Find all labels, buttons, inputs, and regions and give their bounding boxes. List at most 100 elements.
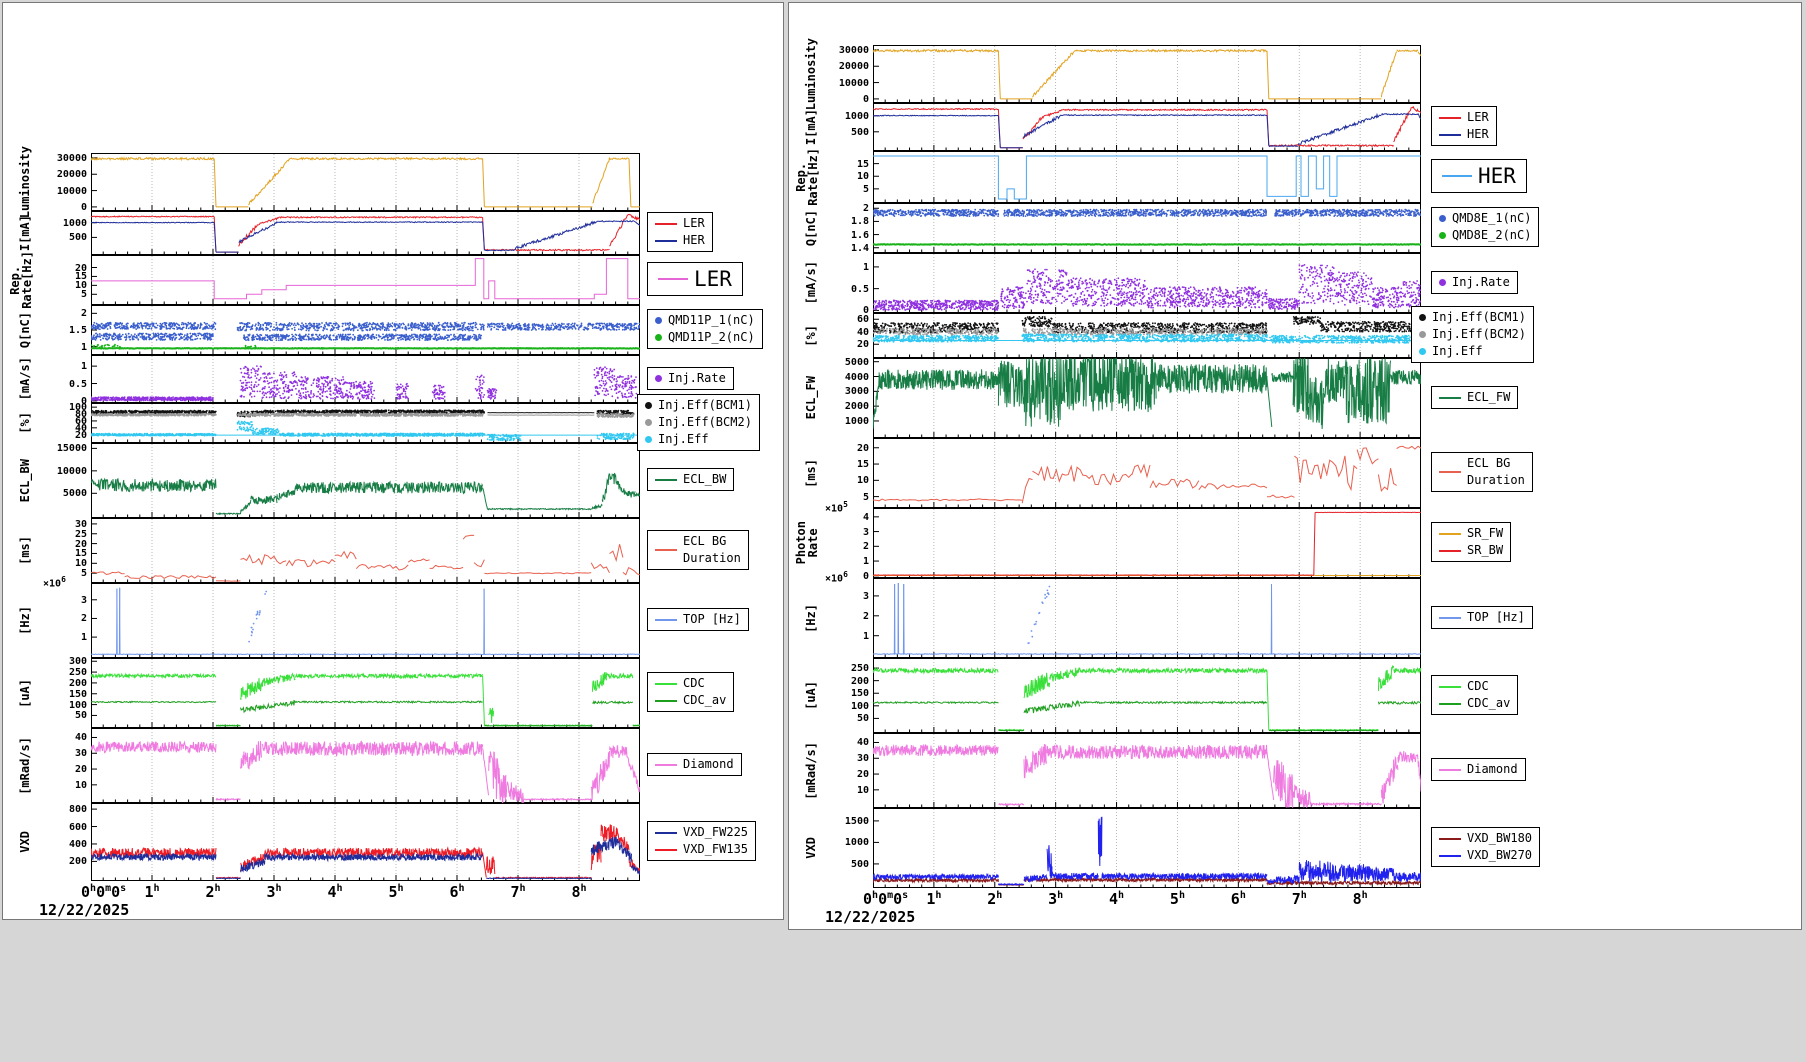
panel-date: 12/22/2025	[825, 908, 915, 926]
series-ECLBGDuration	[1378, 468, 1396, 491]
line-marker-cdc	[1439, 703, 1461, 705]
plot-frame	[874, 509, 1421, 578]
series-HER	[484, 250, 515, 251]
series-CDC	[592, 672, 606, 692]
axis-title-injeff: [%]	[805, 313, 817, 358]
legend-entry: CDC_av	[1439, 695, 1510, 712]
subplot-diamond: [mRad/s] 40 30 20 10	[789, 733, 1801, 808]
legend-entry: CDC	[1439, 678, 1510, 695]
legend-entry: Inj.Eff(BCM2)	[645, 414, 752, 431]
axis-title-eclbw: ECL_BW	[19, 443, 31, 518]
legend-reprate: HER	[1431, 159, 1527, 193]
series-Diamond	[91, 742, 216, 753]
x-origin-label: 0h0m0s	[863, 890, 908, 908]
ytick-label: 1.8	[821, 216, 869, 227]
series-ECL_FW	[1267, 379, 1272, 427]
ytick-label: 500	[821, 859, 869, 870]
legend-label: Inj.Eff	[658, 431, 709, 448]
axis-title-text: [%]	[19, 412, 31, 434]
dot-marker-charge	[1439, 232, 1446, 239]
series-CDC	[91, 674, 216, 677]
legend-label: LER	[1467, 109, 1489, 126]
line-marker-eclbg	[1439, 471, 1461, 473]
ytick-label: 50	[821, 713, 869, 724]
legend-entry: CDC_av	[655, 692, 726, 709]
x-hour-label: 4h	[327, 883, 342, 901]
ytick-label: 3000	[821, 386, 869, 397]
legend-label: Diamond	[1467, 761, 1518, 778]
axis-title-reprate: Rep. Rate[Hz]	[795, 151, 819, 203]
legend-eclbg: ECL BG Duration	[647, 530, 749, 570]
series-LER	[91, 216, 214, 217]
series-CDC	[1024, 673, 1050, 698]
dot-marker-injrate	[1439, 279, 1446, 286]
legend-entry: VXD_FW225	[655, 824, 748, 841]
axis-title-text: Luminosity	[19, 146, 31, 218]
ytick-label: 40	[821, 327, 869, 338]
x-hour-label: 8h	[571, 883, 586, 901]
legend-entry: Inj.Eff(BCM2)	[1419, 326, 1526, 343]
legend-entry: CDC	[655, 675, 726, 692]
plot-eclbg	[873, 438, 1421, 508]
legend-charge: QMD8E_1(nC) QMD8E_2(nC)	[1431, 207, 1539, 247]
series-Luminosity	[483, 159, 485, 207]
legend-label: LER	[683, 215, 705, 232]
legend-cdc: CDC CDC_av	[1431, 675, 1518, 715]
legend-entry: QMD8E_1(nC)	[1439, 210, 1531, 227]
series-CDC_av	[1269, 730, 1379, 731]
ytick-label: 2000	[821, 401, 869, 412]
series-ECL_BW	[635, 494, 640, 496]
axis-title-text: [mRad/s]	[805, 742, 817, 800]
ytick-label: 50	[39, 710, 87, 721]
series-EffBCM1	[873, 316, 1418, 334]
series-ECLBGDuration	[463, 535, 474, 539]
series-ECLBGDuration	[1267, 495, 1294, 498]
plot-frame	[92, 154, 640, 211]
ytick-label: 1.6	[821, 230, 869, 241]
line-marker-current	[1439, 134, 1461, 136]
series-VXD_BW270	[1394, 872, 1421, 881]
series-ECLBGDuration	[1083, 474, 1132, 485]
series-ECL_FW	[1293, 359, 1308, 419]
series-VXD_BW270	[1102, 873, 1267, 879]
dot-marker-charge	[655, 334, 662, 341]
series-Diamond	[524, 799, 591, 800]
subplot-eclbg: [ms] 20 15 10 5	[789, 438, 1801, 508]
series-Diamond	[1381, 758, 1398, 804]
legend-entry: Inj.Eff	[1419, 343, 1526, 360]
series-ECL_BW	[216, 513, 241, 514]
subplot-injeff: [%] 60 40 20	[789, 313, 1801, 358]
x-hour-label: 1h	[926, 890, 941, 908]
dot-marker-injeff	[645, 402, 652, 409]
plot-frame	[874, 579, 1421, 658]
line-marker-eclbw	[655, 479, 677, 481]
x-hour-label: 8h	[1353, 890, 1368, 908]
axis-title-vxd: VXD	[805, 808, 817, 888]
series-Diamond	[1293, 785, 1311, 808]
ytick-label: 15000	[39, 443, 87, 454]
ytick-label: 1	[821, 631, 869, 642]
plot-charge	[91, 305, 640, 355]
x-hour-label: 3h	[266, 883, 281, 901]
legend-label: Inj.Eff(BCM2)	[658, 414, 752, 431]
series-ECLBGDuration	[241, 555, 287, 564]
series-ECL_BW	[98, 479, 216, 492]
legend-reprate: LER	[647, 262, 743, 296]
legend-entry: TOP [Hz]	[1439, 609, 1525, 626]
ytick-label: 250	[39, 667, 87, 678]
axis-title-charge: Q[nC]	[805, 203, 817, 253]
plot-vxd	[91, 803, 640, 881]
series-InjRate	[91, 365, 637, 401]
subplot-cdc: [uA] 250 200 150 100 50	[789, 658, 1801, 733]
legend-entry: ECL_BW	[655, 471, 726, 488]
axis-title-injrate: [mA/s]	[805, 253, 817, 313]
series-ECLBGDuration	[591, 563, 609, 573]
line-marker-vxd	[1439, 855, 1461, 857]
legend-entry: Inj.Rate	[655, 370, 726, 387]
plot-diamond	[873, 733, 1421, 808]
legend-entry: Diamond	[1439, 761, 1518, 778]
series-CDC	[1050, 667, 1080, 681]
series-ECLBGDuration	[1022, 479, 1032, 504]
plot-frame	[874, 734, 1421, 808]
legend-top: TOP [Hz]	[1431, 606, 1533, 629]
